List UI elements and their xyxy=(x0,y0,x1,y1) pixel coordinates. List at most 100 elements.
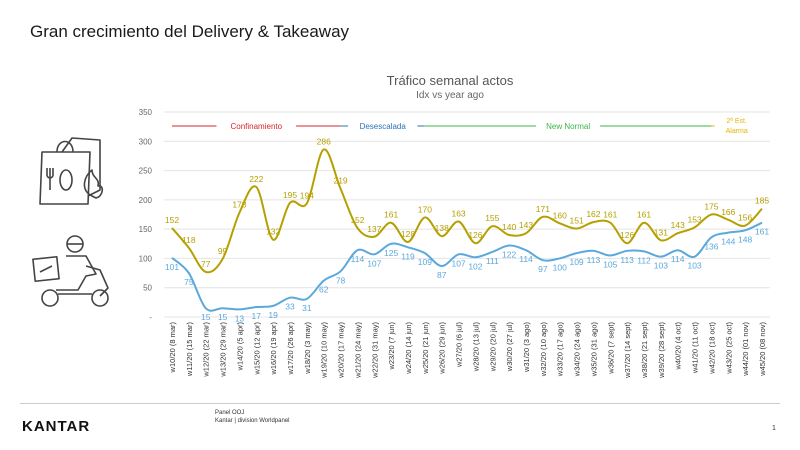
y-tick-label: 100 xyxy=(139,254,153,263)
data-label: 137 xyxy=(367,224,381,234)
period-label: 2ª Est. xyxy=(726,118,747,125)
data-label: 125 xyxy=(384,248,398,258)
x-tick-label: w44/20 (01 nov) xyxy=(741,322,750,377)
data-label: 143 xyxy=(671,220,685,230)
data-label: 152 xyxy=(350,215,364,225)
data-label: 87 xyxy=(437,270,447,280)
data-label: 97 xyxy=(538,264,548,274)
x-tick-label: w28/20 (13 jul) xyxy=(471,322,480,373)
data-label: 103 xyxy=(687,261,701,271)
x-tick-label: w24/20 (14 jun) xyxy=(404,322,413,375)
y-tick-label: 350 xyxy=(139,108,153,117)
data-label: 153 xyxy=(687,214,701,224)
data-label: 101 xyxy=(165,262,179,272)
data-label: 114 xyxy=(519,254,533,264)
x-tick-label: w26/20 (29 jun) xyxy=(438,322,447,375)
data-label: 99 xyxy=(218,246,228,256)
data-label: 170 xyxy=(418,204,432,214)
data-label: 15 xyxy=(218,312,228,322)
data-label: 222 xyxy=(249,174,263,184)
y-tick-label: 150 xyxy=(139,225,153,234)
data-label: 119 xyxy=(401,251,415,261)
data-label: 140 xyxy=(502,222,516,232)
data-label: 160 xyxy=(553,210,567,220)
data-label: 178 xyxy=(232,200,246,210)
data-label: 138 xyxy=(435,223,449,233)
data-label: 161 xyxy=(637,210,651,220)
x-tick-label: w15/20 (12 apr) xyxy=(252,321,261,375)
period-label: Confinamiento xyxy=(230,122,282,131)
period-label: Desescalada xyxy=(360,122,407,131)
x-tick-label: w21/20 (24 may) xyxy=(353,321,362,378)
data-label: 155 xyxy=(485,213,499,223)
data-label: 152 xyxy=(165,215,179,225)
data-label: 75 xyxy=(184,277,194,287)
data-label: 107 xyxy=(367,258,381,268)
data-label: 15 xyxy=(201,312,211,322)
data-label: 166 xyxy=(721,207,735,217)
data-label: 132 xyxy=(266,227,280,237)
x-tick-label: w45/20 (08 nov) xyxy=(758,322,767,377)
x-tick-label: w40/20 (4 oct) xyxy=(674,322,683,371)
data-label: 105 xyxy=(603,260,617,270)
data-label: 162 xyxy=(586,209,600,219)
page-number: 1 xyxy=(772,425,776,432)
x-tick-label: w18/20 (3 may) xyxy=(303,321,312,374)
takeaway-bag-icon xyxy=(39,137,104,205)
data-label: 175 xyxy=(704,202,718,212)
x-tick-label: w22/20 (31 may) xyxy=(370,321,379,378)
data-label: 151 xyxy=(569,216,583,226)
data-label: 194 xyxy=(300,190,314,200)
data-label: 100 xyxy=(553,262,567,272)
x-tick-label: w10/20 (8 mar) xyxy=(168,322,177,374)
x-tick-label: w41/20 (11 oct) xyxy=(691,322,700,375)
delivery-scooter-icon xyxy=(32,235,109,307)
y-tick-label: 50 xyxy=(143,284,152,293)
y-tick-label: 250 xyxy=(139,167,153,176)
data-label: 111 xyxy=(486,256,499,266)
x-tick-label: w12/20 (22 mar) xyxy=(202,322,211,378)
x-tick-label: w34/20 (24 ago) xyxy=(573,321,582,377)
icon-group xyxy=(32,137,109,307)
data-label: 136 xyxy=(704,241,718,251)
data-label: 78 xyxy=(336,275,346,285)
data-label: 62 xyxy=(319,285,329,295)
x-tick-label: w37/20 (14 sept) xyxy=(623,322,632,379)
data-label: 113 xyxy=(587,255,601,265)
data-label: 161 xyxy=(755,227,769,237)
x-tick-label: w43/20 (25 oct) xyxy=(724,322,733,375)
x-tick-label: w35/20 (31 ago) xyxy=(589,321,598,377)
x-tick-label: w32/20 (10 ago) xyxy=(539,321,548,377)
data-label: 33 xyxy=(285,302,295,312)
data-label: 131 xyxy=(654,227,668,237)
data-label: 109 xyxy=(569,257,583,267)
data-label: 161 xyxy=(603,210,617,220)
data-label: 161 xyxy=(384,210,398,220)
x-tick-label: w23/20 (7 jun) xyxy=(387,322,396,371)
x-tick-label: w29/20 (20 jul) xyxy=(488,322,497,373)
footer-division: Kantar | division Worldpanel xyxy=(215,418,290,424)
x-tick-label: w36/20 (7 sept) xyxy=(606,322,615,375)
x-tick-label: w17/20 (26 apr) xyxy=(286,321,295,375)
period-label: New Normal xyxy=(546,122,590,131)
data-label: 163 xyxy=(451,209,465,219)
data-label: 118 xyxy=(182,235,196,245)
series-line-base xyxy=(171,221,763,312)
y-tick-label: 300 xyxy=(139,137,153,146)
x-tick-label: w19/20 (10 may) xyxy=(320,321,329,378)
data-label: 112 xyxy=(637,255,651,265)
data-label: 114 xyxy=(351,254,365,264)
data-label: 143 xyxy=(519,220,533,230)
x-tick-label: w31/20 (3 ago) xyxy=(522,322,531,374)
data-label: 17 xyxy=(252,311,262,321)
data-label: 171 xyxy=(536,204,550,214)
x-tick-label: w20/20 (17 may) xyxy=(337,321,346,378)
x-tick-label: w38/20 (21 sept) xyxy=(640,322,649,379)
chart-title: Tráfico semanal actos xyxy=(386,73,514,88)
chart-subtitle: Idx vs year ago xyxy=(416,90,484,101)
data-label: 102 xyxy=(468,261,482,271)
data-label: 148 xyxy=(738,234,752,244)
data-label: 13 xyxy=(235,313,245,323)
data-label: 286 xyxy=(317,136,331,146)
